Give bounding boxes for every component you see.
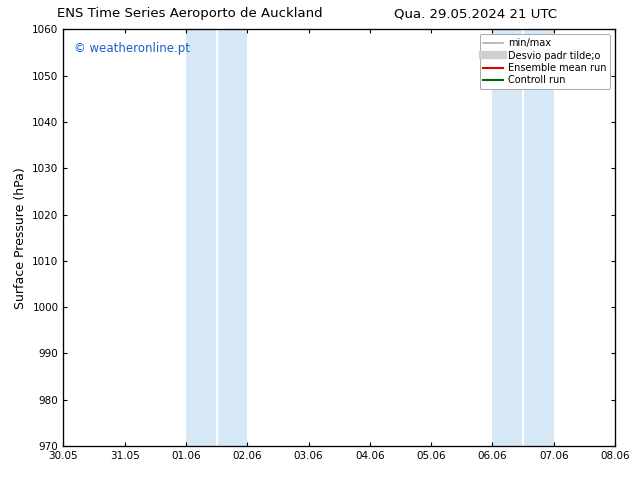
Bar <box>493 29 523 446</box>
Bar <box>186 29 217 446</box>
Bar <box>523 29 553 446</box>
Legend: min/max, Desvio padr tilde;o, Ensemble mean run, Controll run: min/max, Desvio padr tilde;o, Ensemble m… <box>479 34 610 89</box>
Text: Qua. 29.05.2024 21 UTC: Qua. 29.05.2024 21 UTC <box>394 7 557 21</box>
Text: ENS Time Series Aeroporto de Auckland: ENS Time Series Aeroporto de Auckland <box>58 7 323 21</box>
Bar <box>217 29 247 446</box>
Y-axis label: Surface Pressure (hPa): Surface Pressure (hPa) <box>14 167 27 309</box>
Text: © weatheronline.pt: © weatheronline.pt <box>74 42 190 55</box>
